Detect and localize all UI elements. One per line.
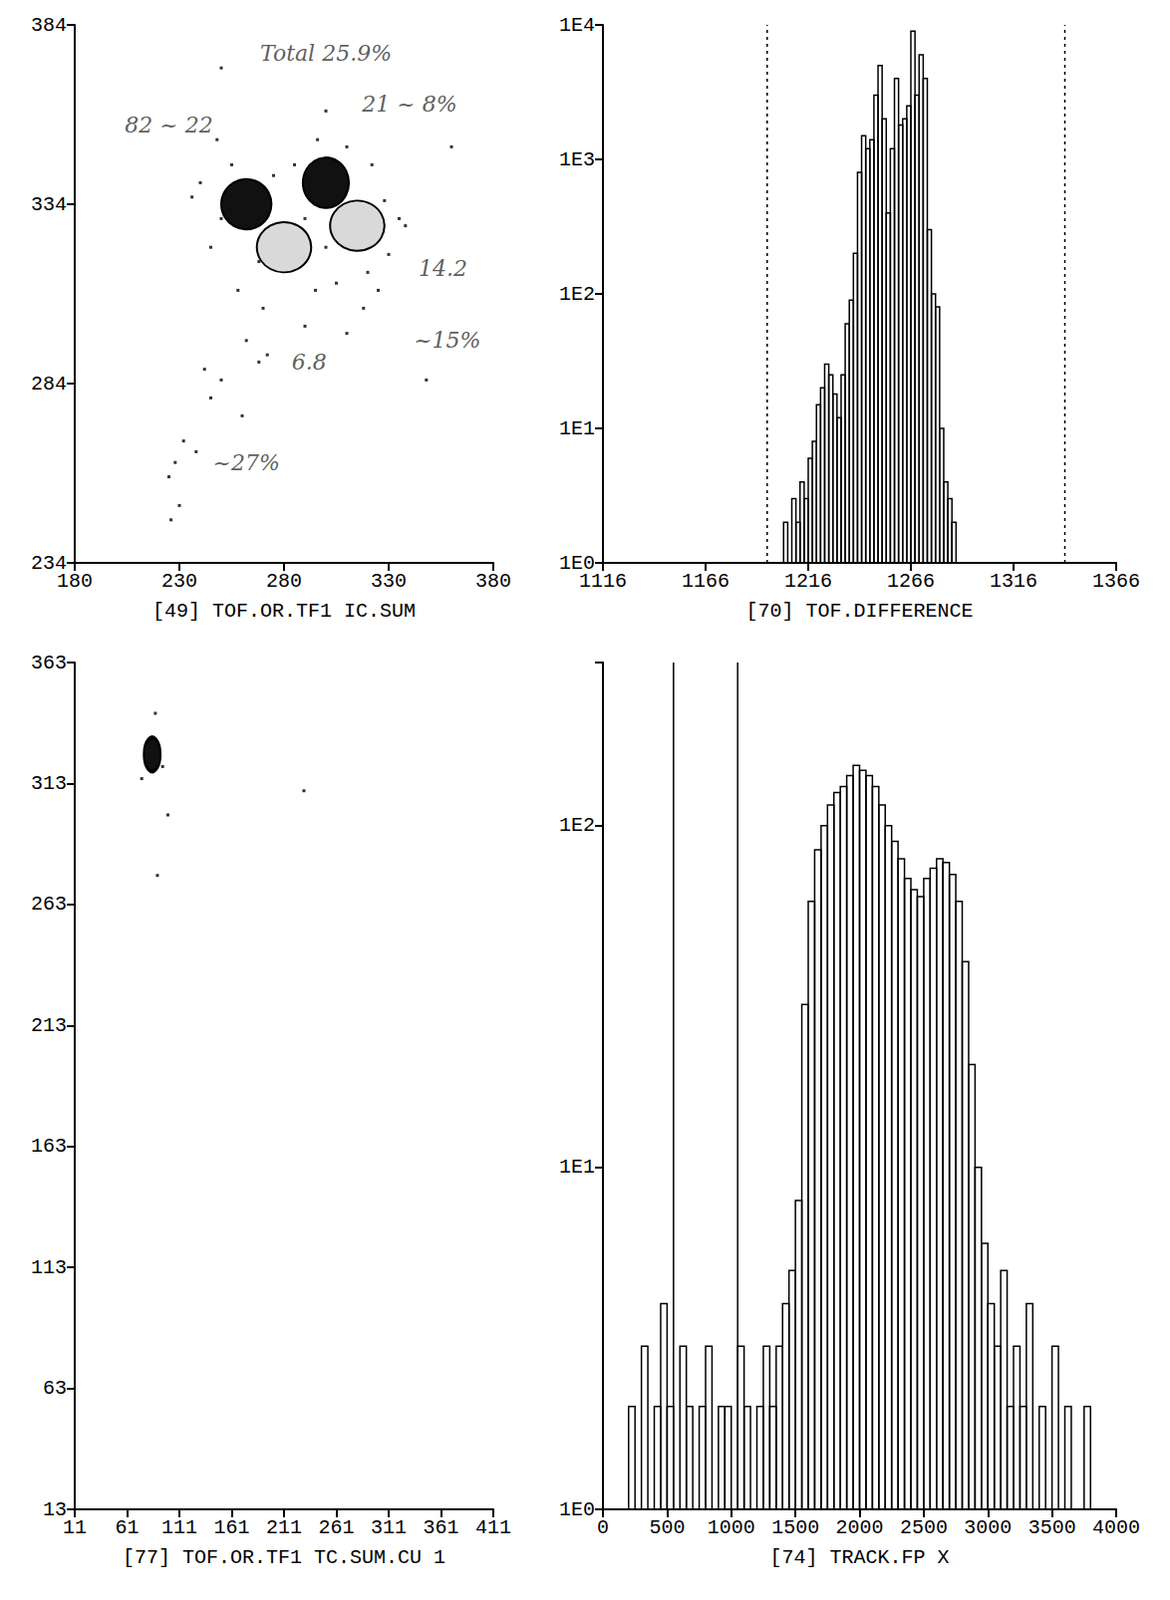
svg-text:82 ~ 22: 82 ~ 22 — [124, 112, 213, 138]
svg-text:234: 234 — [30, 551, 67, 575]
svg-text:1E4: 1E4 — [559, 13, 595, 37]
svg-text:1E1: 1E1 — [559, 1156, 595, 1179]
svg-text:313: 313 — [30, 772, 67, 796]
svg-text:161: 161 — [213, 1516, 250, 1540]
svg-text:1316: 1316 — [989, 570, 1038, 593]
svg-text:361: 361 — [422, 1516, 459, 1540]
svg-text:3000: 3000 — [963, 1516, 1012, 1540]
svg-text:~27%: ~27% — [213, 450, 281, 476]
svg-text:284: 284 — [30, 372, 67, 396]
svg-text:280: 280 — [266, 570, 302, 593]
svg-text:1E2: 1E2 — [559, 283, 595, 306]
svg-text:0: 0 — [596, 1516, 609, 1540]
svg-text:3500: 3500 — [1028, 1516, 1077, 1540]
svg-text:1116: 1116 — [579, 570, 627, 593]
svg-text:14.2: 14.2 — [418, 256, 468, 282]
svg-text:334: 334 — [30, 193, 67, 217]
svg-text:1E1: 1E1 — [559, 417, 595, 441]
svg-text:1E2: 1E2 — [559, 814, 595, 838]
svg-text:384: 384 — [30, 13, 67, 37]
svg-text:1366: 1366 — [1092, 570, 1141, 593]
svg-text:263: 263 — [30, 892, 67, 916]
svg-text:1166: 1166 — [681, 570, 730, 593]
svg-text:Total 25.9%: Total 25.9% — [260, 40, 392, 66]
svg-text:63: 63 — [42, 1377, 67, 1401]
svg-text:1E3: 1E3 — [559, 148, 595, 172]
svg-text:21 ~ 8%: 21 ~ 8% — [360, 91, 457, 117]
svg-text:380: 380 — [475, 570, 512, 593]
svg-text:1266: 1266 — [886, 570, 935, 593]
svg-text:1E0: 1E0 — [559, 1498, 595, 1522]
svg-text:6.8: 6.8 — [292, 349, 327, 375]
svg-text:180: 180 — [56, 570, 93, 593]
svg-text:500: 500 — [648, 1516, 685, 1540]
svg-text:261: 261 — [317, 1516, 354, 1540]
svg-text:1E0: 1E0 — [559, 551, 595, 575]
svg-text:[77] TOF.OR.TF1 TC.SUM.CU 1: [77] TOF.OR.TF1 TC.SUM.CU 1 — [122, 1546, 446, 1570]
svg-text:4000: 4000 — [1092, 1516, 1141, 1540]
svg-text:230: 230 — [161, 570, 198, 593]
svg-text:363: 363 — [30, 651, 67, 675]
svg-text:[49] TOF.OR.TF1 IC.SUM: [49] TOF.OR.TF1 IC.SUM — [152, 599, 416, 623]
svg-text:113: 113 — [30, 1256, 67, 1280]
svg-text:213: 213 — [30, 1014, 67, 1038]
svg-text:311: 311 — [370, 1516, 407, 1540]
svg-text:111: 111 — [161, 1516, 198, 1540]
svg-text:~15%: ~15% — [413, 327, 481, 353]
svg-text:13: 13 — [42, 1498, 67, 1522]
svg-text:[74] TRACK.FP X: [74] TRACK.FP X — [769, 1546, 949, 1570]
svg-text:411: 411 — [475, 1516, 512, 1540]
svg-text:[70] TOF.DIFFERENCE: [70] TOF.DIFFERENCE — [745, 599, 973, 623]
svg-text:2500: 2500 — [899, 1516, 948, 1540]
svg-text:1000: 1000 — [707, 1516, 756, 1540]
svg-text:1216: 1216 — [784, 570, 833, 593]
svg-text:2000: 2000 — [835, 1516, 883, 1540]
svg-text:11: 11 — [62, 1516, 87, 1540]
svg-text:163: 163 — [30, 1135, 67, 1159]
svg-text:330: 330 — [370, 570, 407, 593]
svg-text:1500: 1500 — [771, 1516, 820, 1540]
svg-text:211: 211 — [266, 1516, 302, 1540]
svg-text:61: 61 — [114, 1516, 139, 1540]
